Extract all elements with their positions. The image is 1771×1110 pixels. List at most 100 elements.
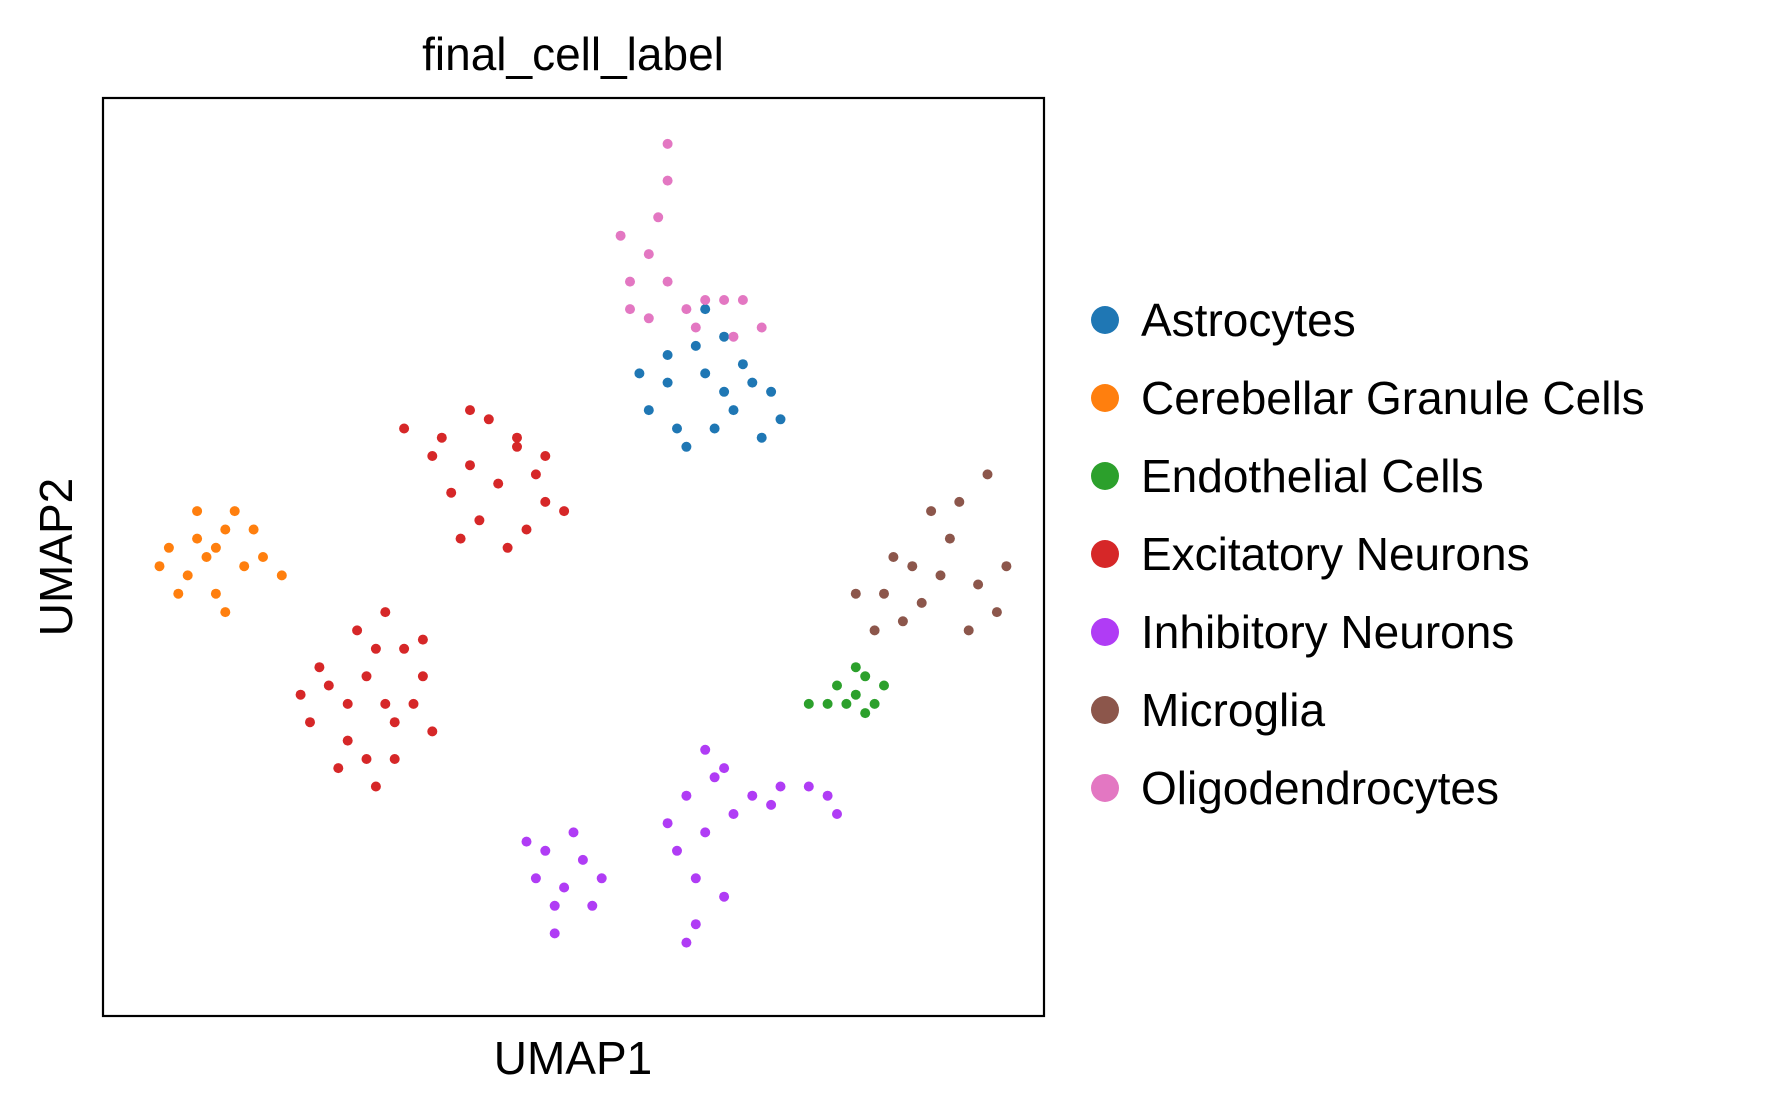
data-point xyxy=(427,451,438,461)
legend-marker xyxy=(1091,774,1119,802)
data-point xyxy=(474,515,485,526)
data-point xyxy=(803,698,814,709)
legend-marker xyxy=(1091,618,1119,646)
data-point xyxy=(672,845,682,856)
data-point xyxy=(926,506,937,517)
data-point xyxy=(465,460,475,471)
data-point xyxy=(540,845,551,856)
data-point xyxy=(737,295,748,305)
data-point xyxy=(521,836,532,847)
points-layer xyxy=(154,138,1012,948)
data-point xyxy=(700,368,711,379)
plot-frame xyxy=(101,96,1046,1018)
data-point xyxy=(879,680,889,691)
data-point xyxy=(832,680,842,691)
data-point xyxy=(370,781,381,792)
data-point xyxy=(154,561,165,572)
data-point xyxy=(681,441,692,452)
legend-label: Oligodendrocytes xyxy=(1141,762,1499,814)
legend-label: Inhibitory Neurons xyxy=(1141,606,1514,658)
data-point xyxy=(521,524,532,535)
data-point xyxy=(822,698,833,709)
data-point xyxy=(719,331,730,342)
data-point xyxy=(408,698,419,709)
legend-marker xyxy=(1091,306,1119,334)
data-point xyxy=(681,790,692,801)
series-oligodendrocytes xyxy=(615,138,767,342)
data-point xyxy=(700,827,711,838)
data-point xyxy=(314,662,325,673)
legend-label: Cerebellar Granule Cells xyxy=(1141,372,1645,424)
data-point xyxy=(248,524,259,535)
series-microglia xyxy=(850,469,1012,636)
data-point xyxy=(766,799,777,810)
data-point xyxy=(530,873,541,884)
legend-item: Astrocytes xyxy=(1091,294,1356,346)
data-point xyxy=(728,809,739,819)
data-point xyxy=(775,414,786,425)
data-point xyxy=(690,919,701,930)
legend-item: Cerebellar Granule Cells xyxy=(1091,372,1645,424)
series-inhibitory-neurons xyxy=(521,744,842,948)
legend-label: Astrocytes xyxy=(1141,294,1356,346)
data-point xyxy=(305,717,315,728)
data-point xyxy=(681,304,692,315)
data-point xyxy=(756,322,767,333)
data-point xyxy=(709,772,720,783)
data-point xyxy=(596,873,607,884)
data-point xyxy=(210,588,221,599)
data-point xyxy=(239,561,250,572)
data-point xyxy=(709,423,720,434)
data-point xyxy=(568,827,579,838)
data-point xyxy=(690,322,701,333)
data-point xyxy=(399,643,410,654)
data-point xyxy=(220,524,231,535)
data-point xyxy=(737,359,748,370)
data-point xyxy=(850,662,861,673)
data-point xyxy=(766,386,777,397)
data-point xyxy=(540,451,551,461)
data-point xyxy=(512,441,522,452)
data-point xyxy=(841,698,852,709)
series-astrocytes xyxy=(634,304,786,452)
data-point xyxy=(719,386,730,397)
data-point xyxy=(1001,561,1012,572)
data-point xyxy=(747,377,758,388)
data-point xyxy=(455,533,466,544)
legend-marker xyxy=(1091,462,1119,490)
data-point xyxy=(361,754,372,764)
data-point xyxy=(493,478,504,489)
data-point xyxy=(832,809,842,819)
data-point xyxy=(916,597,927,608)
data-point xyxy=(860,671,871,682)
data-point xyxy=(446,487,457,498)
legend-marker xyxy=(1091,696,1119,724)
series-cerebellar-granule-cells xyxy=(154,506,287,618)
data-point xyxy=(662,377,673,388)
data-point xyxy=(530,469,541,480)
legend: Astrocytes Cerebellar Granule Cells Endoth… xyxy=(1091,294,1645,814)
data-point xyxy=(643,249,654,260)
data-point xyxy=(700,295,711,305)
data-point xyxy=(850,588,861,599)
data-point xyxy=(681,937,692,948)
data-point xyxy=(389,717,400,728)
data-point xyxy=(775,781,786,792)
data-point xyxy=(935,570,946,581)
data-point xyxy=(399,423,410,434)
data-point xyxy=(210,542,221,553)
data-point xyxy=(625,304,635,315)
data-point xyxy=(700,304,711,315)
data-point xyxy=(342,735,353,746)
data-point xyxy=(662,276,673,287)
data-point xyxy=(643,405,654,416)
data-point xyxy=(361,671,372,682)
data-point xyxy=(201,552,212,562)
data-point xyxy=(577,854,588,865)
series-excitatory-neurons xyxy=(295,405,570,792)
data-point xyxy=(897,616,908,627)
data-point xyxy=(258,552,268,562)
data-point xyxy=(163,542,174,553)
data-point xyxy=(549,900,560,911)
